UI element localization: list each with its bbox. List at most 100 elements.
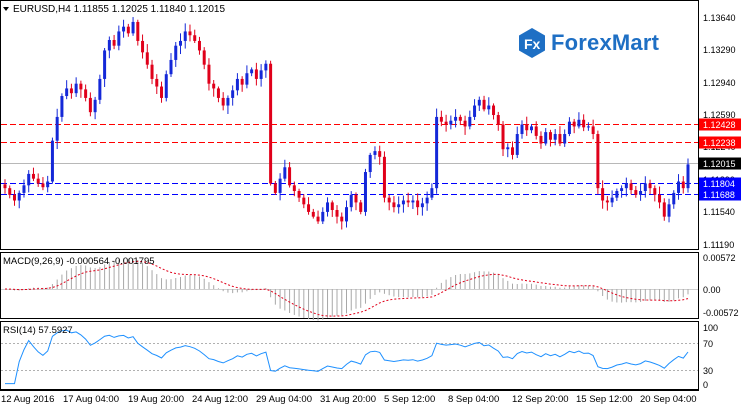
candle-body: [681, 181, 685, 189]
price-label-text: 1.12015: [703, 159, 736, 169]
candle-body: [202, 50, 206, 65]
candle-body: [601, 188, 605, 201]
candle-body: [169, 59, 173, 75]
candle-body: [103, 50, 107, 79]
price-label-box: [699, 157, 741, 170]
candle-body: [160, 86, 164, 98]
candle-body: [515, 134, 519, 155]
candle-body: [245, 73, 249, 85]
candle-body: [254, 69, 258, 79]
candle-body: [297, 191, 301, 198]
svg-text:Fx: Fx: [524, 36, 541, 52]
candle-body: [283, 167, 287, 179]
candle-body: [567, 121, 571, 135]
candle-body: [520, 124, 524, 135]
candle-body: [250, 69, 254, 74]
triangle-down-icon[interactable]: [3, 7, 9, 11]
forexmart-logo-icon: Fx: [519, 28, 545, 58]
candle-body: [473, 105, 477, 117]
candle-body: [667, 204, 671, 217]
price-tick: 1.13290: [703, 45, 736, 55]
candle-body: [3, 184, 7, 189]
candle-body: [615, 191, 619, 198]
price-label-box: [699, 188, 741, 201]
candle-body: [653, 188, 657, 195]
candle-body: [672, 192, 676, 205]
rsi-header: RSI(14) 57.5927: [3, 325, 73, 336]
candle-body: [643, 183, 647, 192]
candle-body: [60, 96, 64, 117]
candle-body: [501, 124, 505, 150]
candle-body: [629, 183, 633, 191]
candle-body: [269, 63, 273, 184]
candle-body: [136, 21, 140, 41]
candle-body: [677, 181, 681, 193]
candle-body: [363, 172, 367, 212]
candle-body: [188, 31, 192, 36]
time-tick: 8 Sep 04:00: [448, 394, 499, 405]
candle-body: [174, 45, 178, 60]
candle-body: [17, 192, 21, 201]
candle-body: [183, 31, 187, 41]
candlestick-series: [3, 17, 690, 230]
candle-body: [624, 183, 628, 189]
candle-body: [307, 204, 311, 212]
candle-body: [321, 211, 325, 222]
rsi-tick: 70: [703, 339, 713, 349]
time-tick: 12 Aug 2016: [1, 394, 54, 405]
candle-body: [686, 164, 690, 189]
candle-body: [27, 173, 31, 186]
candle-body: [335, 210, 339, 217]
time-tick: 24 Aug 12:00: [192, 394, 248, 405]
candle-body: [98, 78, 102, 100]
candle-body: [12, 194, 16, 201]
candle-body: [373, 151, 377, 155]
price-label-box: [699, 177, 741, 190]
candle-body: [88, 97, 92, 113]
price-tick: 1.11540: [703, 207, 735, 217]
candle-body: [563, 134, 567, 144]
candle-body: [221, 97, 225, 106]
candle-body: [572, 121, 576, 127]
time-tick: 12 Sep 20:00: [512, 394, 569, 405]
price-tick: 1.13640: [703, 13, 736, 23]
main-panel-frame: [0, 0, 699, 250]
candle-body: [634, 190, 638, 195]
candle-body: [648, 183, 652, 189]
candle-body: [406, 200, 410, 203]
candle-body: [316, 216, 320, 222]
candle-body: [463, 120, 467, 127]
candle-body: [511, 147, 515, 155]
candle-body: [302, 197, 306, 205]
candle-body: [368, 154, 372, 173]
candle-body: [235, 78, 239, 91]
time-axis: 12 Aug 2016 17 Aug 04:00 19 Aug 20:00 24…: [1, 394, 697, 405]
candle-body: [639, 191, 643, 195]
candle-body: [392, 202, 396, 208]
candle-body: [178, 40, 182, 46]
candle-body: [582, 119, 586, 128]
time-tick: 20 Sep 04:00: [640, 394, 697, 405]
candle-body: [22, 185, 26, 193]
candle-body: [264, 63, 268, 71]
candle-body: [340, 216, 344, 222]
candle-body: [658, 194, 662, 203]
candle-body: [345, 207, 348, 222]
macd-tick: -0.00572: [703, 308, 739, 318]
price-axis: 1.13640 1.13290 1.12940 1.12590 1.12240 …: [703, 13, 736, 250]
candle-body: [496, 115, 500, 125]
candle-body: [311, 211, 315, 217]
candle-body: [577, 119, 581, 127]
candle-body: [605, 200, 609, 203]
candle-body: [387, 197, 391, 203]
time-tick: 15 Sep 12:00: [576, 394, 633, 405]
horizontal-levels[interactable]: [1, 124, 698, 195]
candle-body: [458, 116, 462, 121]
rsi-tick: 0: [703, 380, 708, 390]
candle-body: [112, 39, 116, 46]
price-label-text: 1.11688: [703, 190, 735, 200]
candle-body: [207, 64, 211, 84]
